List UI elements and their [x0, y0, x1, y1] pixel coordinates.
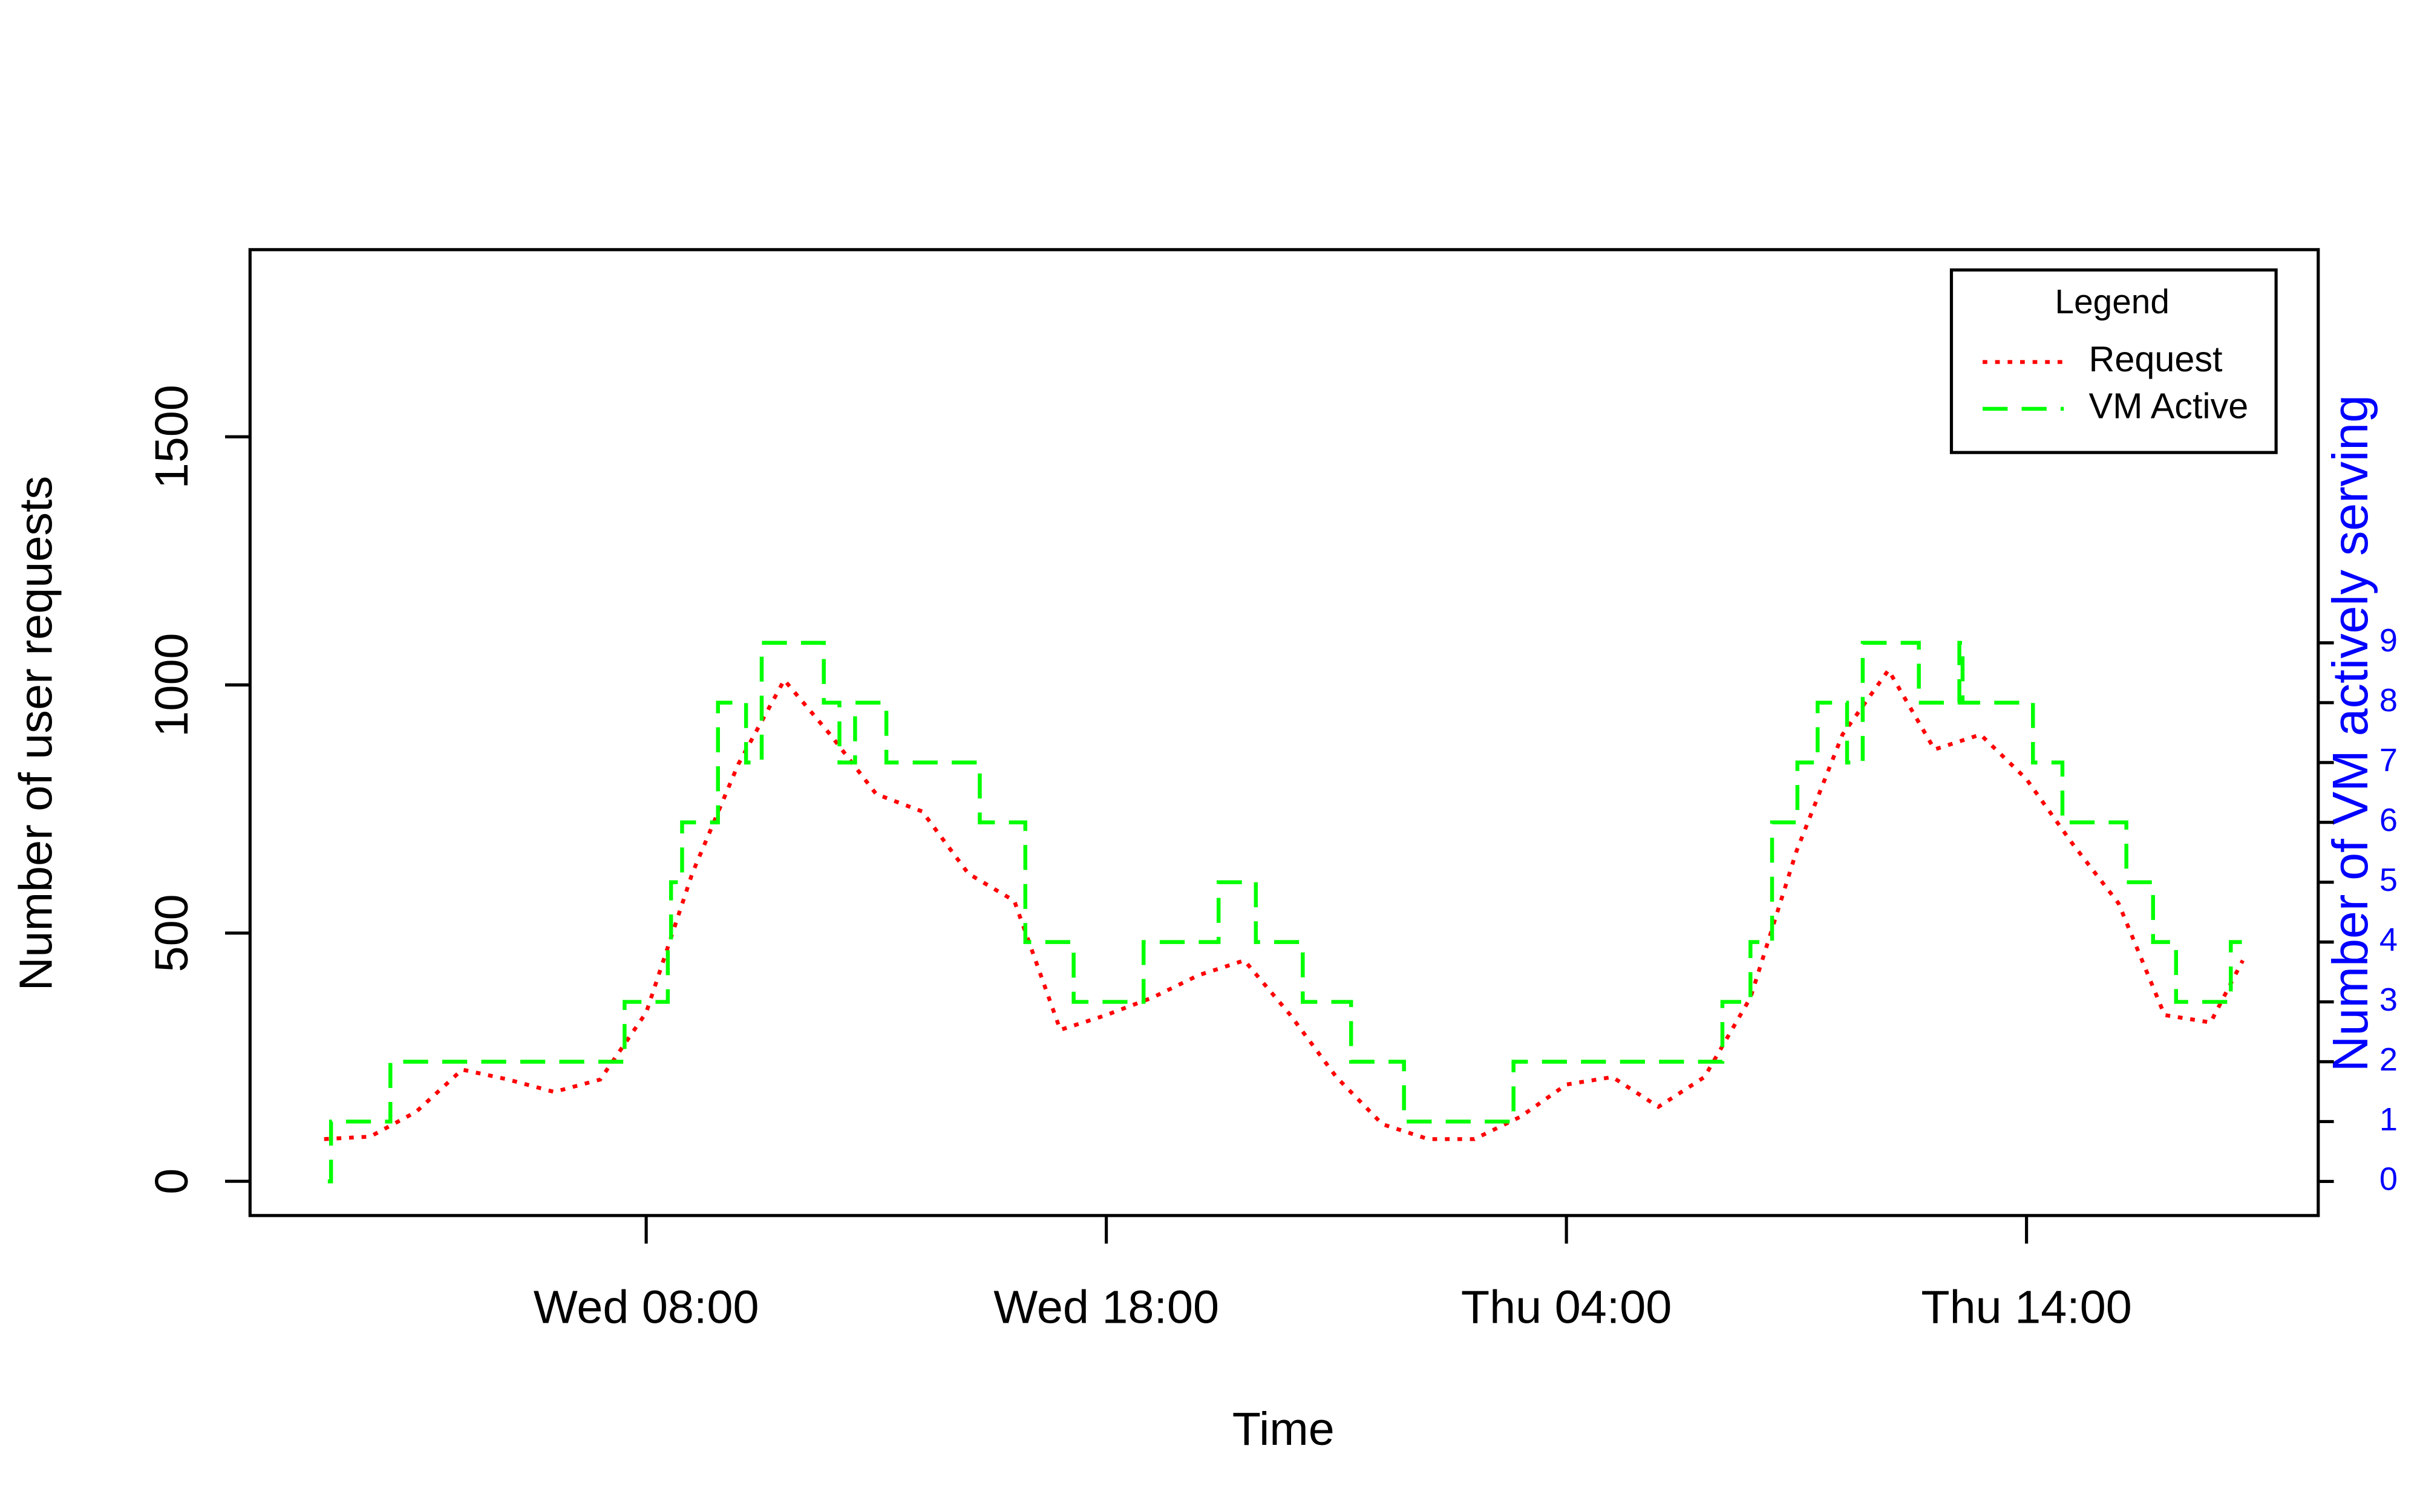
- y2-tick-label: 7: [2379, 742, 2398, 778]
- y-tick-label: 500: [146, 894, 198, 972]
- data-line: [327, 640, 2242, 1184]
- legend-label: VM Active: [2089, 386, 2249, 426]
- x-tick-label: Wed 18:00: [993, 1282, 1219, 1334]
- y2-tick-label: 4: [2379, 922, 2398, 958]
- y2-tick-label: 0: [2379, 1161, 2398, 1198]
- y2-tick-label: 8: [2379, 682, 2398, 719]
- x-tick-label: Thu 04:00: [1461, 1282, 1672, 1334]
- y2-tick-label: 5: [2379, 862, 2398, 898]
- y2-tick-label: 3: [2379, 982, 2398, 1018]
- y2-axis-title: Number of VM actively serving: [2323, 395, 2378, 1072]
- x-axis-title: Time: [1232, 1403, 1335, 1455]
- legend-label: Request: [2089, 339, 2223, 379]
- plot-frame: [248, 248, 2320, 1217]
- y-axis-title: Number of user requests: [10, 476, 62, 991]
- x-tick-label: Wed 08:00: [534, 1282, 759, 1334]
- legend-box: [1949, 268, 2278, 454]
- data-line: [324, 666, 2245, 1141]
- y2-tick-label: 2: [2379, 1041, 2398, 1078]
- y2-tick-label: 6: [2379, 802, 2398, 838]
- x-tick-label: Thu 14:00: [1921, 1282, 2131, 1334]
- y-tick-label: 0: [146, 1168, 198, 1194]
- y2-tick-label: 9: [2379, 622, 2398, 659]
- legend-title: Legend: [2055, 283, 2170, 321]
- y2-tick-label: 1: [2379, 1101, 2398, 1138]
- y-tick-label: 1000: [146, 633, 198, 737]
- y-tick-label: 1500: [146, 385, 198, 489]
